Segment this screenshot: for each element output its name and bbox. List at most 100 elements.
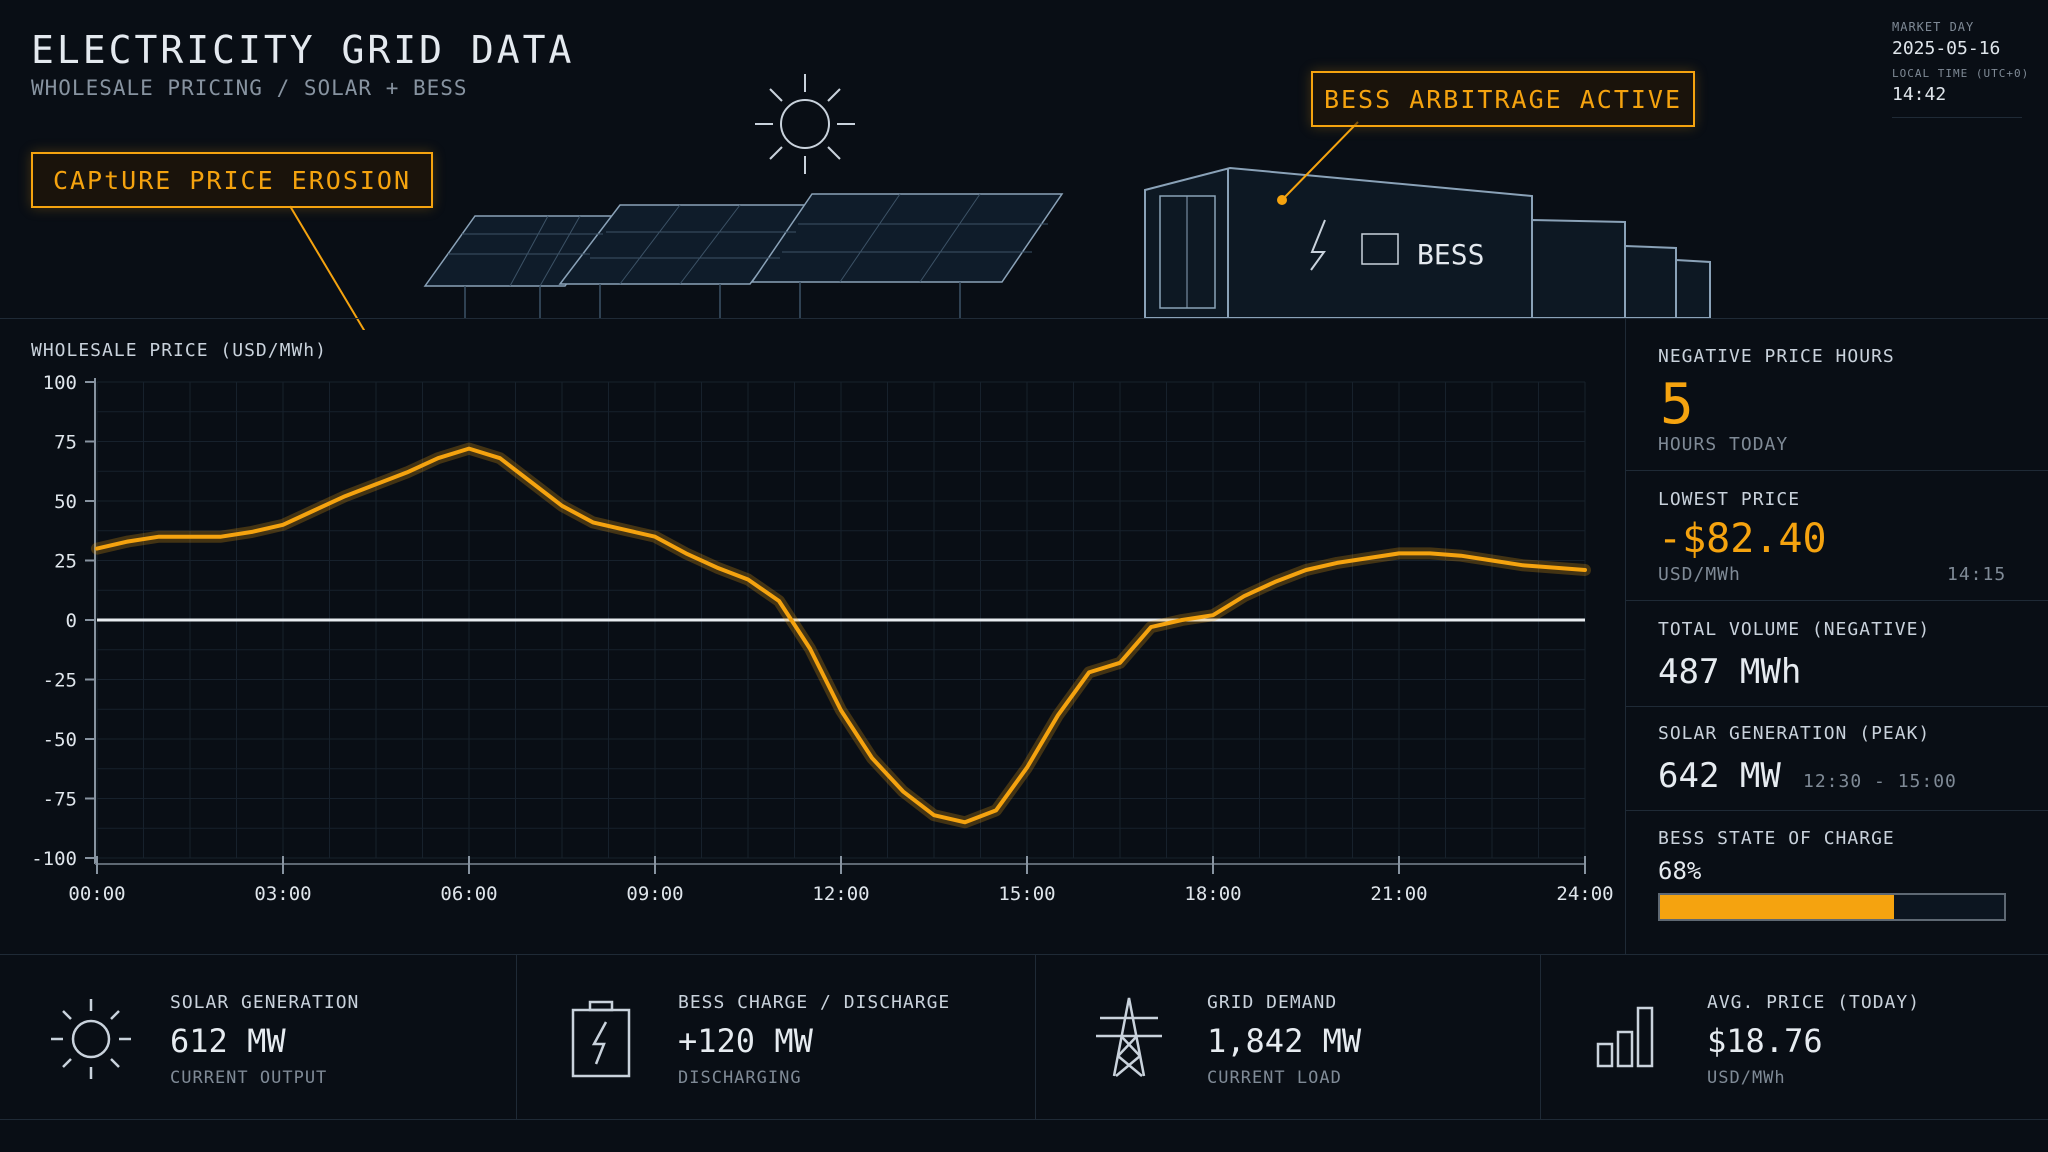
price-point (591, 520, 595, 524)
price-point (250, 530, 254, 534)
bess-arbitrage-callout: BESS ARBITRAGE ACTIVE (1311, 71, 1695, 127)
solar-peak-window: 12:30 - 15:00 (1803, 771, 1957, 792)
soc-progress-bar (1658, 893, 2006, 921)
stat-solar-value: 612 MW (170, 1022, 286, 1060)
bess-container-icon (1144, 166, 1711, 319)
neg-hours-label: NEGATIVE PRICE HOURS (1658, 346, 1895, 367)
soc-value: 68% (1658, 857, 1702, 885)
bess-callout-leader (1281, 121, 1359, 201)
price-point (653, 535, 657, 539)
local-time-label: LOCAL TIME (UTC+0) (1892, 67, 2030, 80)
price-chart: 100 75 50 25 0 -25 -50 -75 -100 00:00 03:00 06:00 09… (31, 372, 1613, 905)
price-point (901, 789, 905, 793)
y-tick-label: 75 (54, 432, 77, 454)
kpi-divider (1626, 810, 2048, 811)
price-point (343, 494, 347, 498)
price-point (1428, 551, 1432, 555)
y-tick-label: -50 (43, 729, 77, 751)
price-point (467, 447, 471, 451)
price-point (994, 808, 998, 812)
price-point (622, 528, 626, 532)
price-point (498, 456, 502, 460)
y-tick-label: 100 (43, 372, 77, 394)
soc-progress-fill (1660, 895, 1894, 919)
footer-bottom-divider (0, 1119, 2048, 1120)
footer-divider (0, 954, 2048, 955)
price-point (1459, 554, 1463, 558)
price-point (870, 756, 874, 760)
kpi-divider (1626, 706, 2048, 707)
sun-illustration-icon (755, 74, 855, 174)
price-point (1521, 563, 1525, 567)
price-point (1273, 580, 1277, 584)
x-tick-label: 03:00 (254, 883, 311, 905)
price-point (405, 470, 409, 474)
bess-callout-dot (1277, 195, 1287, 205)
price-point (281, 523, 285, 527)
stat-divider (1540, 955, 1541, 1119)
neg-hours-value: 5 (1660, 372, 1694, 437)
price-point (746, 578, 750, 582)
stat-divider (516, 955, 517, 1119)
price-point (839, 708, 843, 712)
price-point (1211, 613, 1215, 617)
price-point (684, 551, 688, 555)
price-point (808, 647, 812, 651)
capture-callout-leader (289, 205, 366, 330)
market-day-value: 2025-05-16 (1892, 38, 2001, 59)
solar-peak-label: SOLAR GENERATION (PEAK) (1658, 723, 1931, 744)
chart-ylabel: WHOLESALE PRICE (USD/MWh) (31, 340, 327, 361)
solar-peak-value: 642 MW (1658, 756, 1781, 796)
price-point (1118, 661, 1122, 665)
chart-series (91, 442, 1591, 829)
chart-axes: 100 75 50 25 0 -25 -50 -75 -100 00:00 03:00 06:00 09… (31, 372, 1613, 905)
y-tick-label: 50 (54, 491, 77, 513)
price-point (715, 566, 719, 570)
stat-bess-label: BESS CHARGE / DISCHARGE (678, 992, 951, 1013)
sun-icon (51, 999, 131, 1079)
stat-avg-label: AVG. PRICE (TODAY) (1707, 992, 1921, 1013)
price-point (963, 820, 967, 824)
x-tick-label: 00:00 (68, 883, 125, 905)
price-point (157, 535, 161, 539)
x-tick-label: 18:00 (1184, 883, 1241, 905)
price-point (560, 504, 564, 508)
price-point (95, 547, 99, 551)
kpi-divider (1626, 600, 2048, 601)
sidebar-divider (1625, 318, 1626, 954)
price-point (1397, 551, 1401, 555)
x-tick-label: 12:00 (812, 883, 869, 905)
site-illustration: BESS (289, 74, 1711, 330)
pylon-icon (1096, 997, 1162, 1077)
volume-label: TOTAL VOLUME (NEGATIVE) (1658, 619, 1931, 640)
stat-avg-sub: USD/MWh (1707, 1068, 1786, 1088)
stat-bess-value: +120 MW (678, 1022, 813, 1060)
price-point (1490, 559, 1494, 562)
stat-grid-value: 1,842 MW (1207, 1022, 1362, 1060)
stat-solar-sub: CURRENT OUTPUT (170, 1068, 328, 1088)
x-tick-label: 21:00 (1370, 883, 1427, 905)
y-tick-label: -100 (31, 848, 77, 870)
lowest-price-label: LOWEST PRICE (1658, 489, 1801, 510)
price-point (436, 456, 440, 460)
kpi-divider (1626, 470, 2048, 471)
stat-bess-sub: DISCHARGING (678, 1068, 802, 1088)
stat-solar-label: SOLAR GENERATION (170, 992, 360, 1013)
price-point (1087, 670, 1091, 674)
price-point (219, 535, 223, 539)
price-point (1025, 766, 1029, 770)
price-point (1056, 713, 1060, 717)
price-point (1304, 568, 1308, 572)
soc-label: BESS STATE OF CHARGE (1658, 828, 1895, 849)
neg-hours-sub: HOURS TODAY (1658, 434, 1789, 455)
page-subtitle: WHOLESALE PRICING / SOLAR + BESS (31, 76, 468, 100)
price-point (374, 482, 378, 486)
x-tick-label: 09:00 (626, 883, 683, 905)
volume-value: 487 MWh (1658, 652, 1802, 692)
header-divider (0, 318, 2048, 319)
y-tick-label: 25 (54, 551, 77, 573)
price-point (1552, 566, 1556, 570)
price-point (1180, 618, 1184, 622)
price-point (529, 480, 533, 484)
price-point (777, 599, 781, 603)
